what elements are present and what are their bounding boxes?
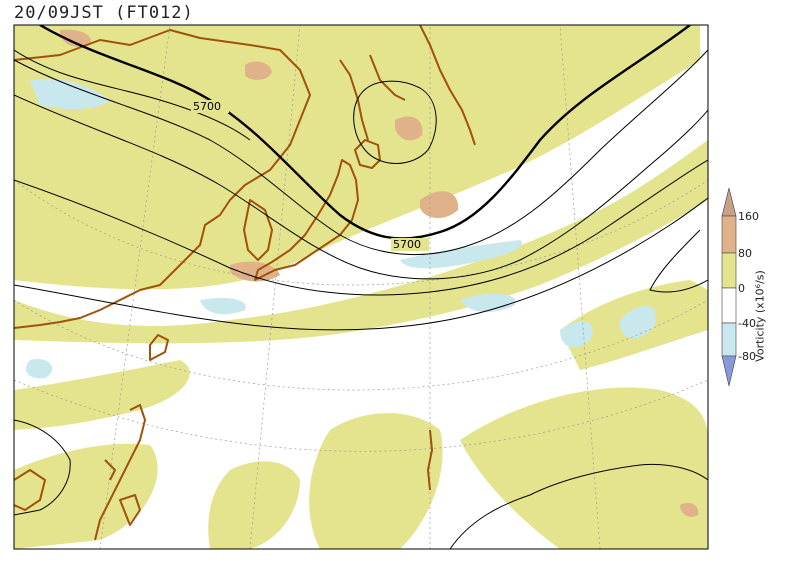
graticule	[14, 25, 708, 549]
colorbar	[721, 187, 737, 387]
positive-vorticity-areas	[14, 25, 708, 549]
colorbar-bin-80-160	[721, 215, 737, 254]
height-contours	[14, 25, 708, 549]
colorbar-tick-160: 160	[738, 210, 759, 223]
colorbar-label: Vorticity (x10⁶/s)	[753, 270, 767, 362]
colorbar-high-cap	[721, 187, 737, 217]
colorbar-low-cap	[721, 355, 737, 387]
colorbar-tick-80: 80	[738, 247, 752, 260]
map-title: 20/09JST (FT012)	[14, 3, 194, 23]
negative-vorticity-areas	[25, 78, 656, 379]
coastlines	[14, 25, 476, 541]
high-vorticity-areas	[60, 29, 699, 517]
contour-label-0: 5700	[193, 100, 221, 113]
colorbar-tick-0: 0	[738, 282, 745, 295]
contour-label-bg	[391, 238, 429, 251]
contour-labels: 5700 5700	[191, 100, 429, 251]
colorbar-bin-neg80-neg40	[721, 322, 737, 357]
colorbar-tick-neg80: -80	[738, 350, 756, 363]
contour-label-1: 5700	[393, 238, 421, 251]
colorbar-tick-neg40: -40	[738, 317, 756, 330]
colorbar-bin-neg40-0	[721, 287, 737, 324]
plot-frame	[13, 24, 709, 550]
contour-label-bg	[191, 100, 229, 113]
colorbar-bin-0-80	[721, 252, 737, 289]
